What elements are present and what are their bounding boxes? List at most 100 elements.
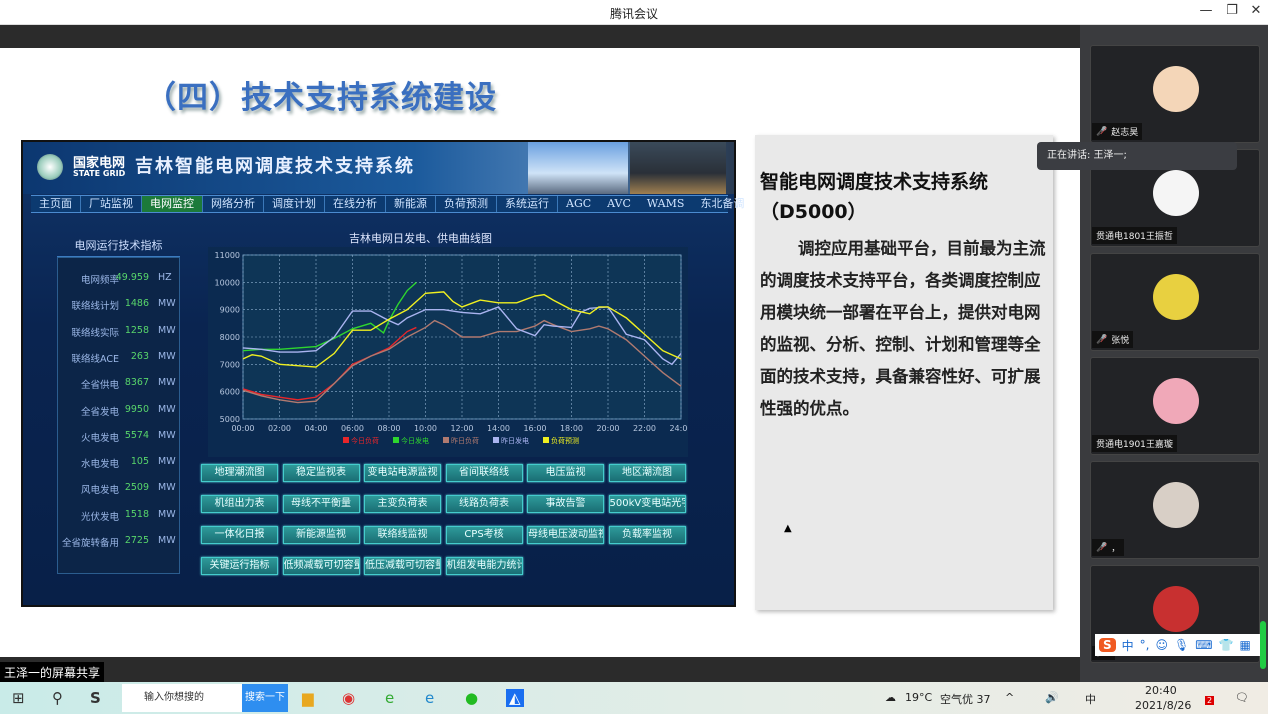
function-button[interactable]: 机组出力表 — [201, 495, 278, 513]
function-button[interactable]: 电压监视 — [527, 464, 604, 482]
file-explorer-icon[interactable]: ▆ — [302, 689, 314, 707]
indicator-row: 全省旋转备用 2725 MW — [58, 535, 181, 555]
action-center-icon[interactable]: 🗨 — [1235, 691, 1249, 704]
avatar — [1153, 482, 1199, 528]
function-button[interactable]: 关键运行指标 — [201, 557, 278, 575]
participant-tile[interactable]: 贯通电1901王嘉璇 — [1090, 357, 1260, 455]
function-button[interactable]: 省间联络线 — [445, 464, 523, 482]
function-button[interactable]: 变电站电源监视 — [364, 464, 441, 482]
notification-badge[interactable]: 2 — [1205, 696, 1215, 705]
function-button[interactable]: 主变负荷表 — [364, 495, 441, 513]
indicator-value: 9950 — [124, 403, 149, 415]
nav-item[interactable]: 主页面 — [31, 196, 81, 212]
indicator-label: 全省发电 — [80, 406, 119, 418]
function-button[interactable]: CPS考核 — [445, 526, 523, 544]
function-button[interactable]: 低频减载可切容量 — [282, 557, 360, 575]
participant-name-tag: 贯通电1801王振哲 — [1092, 227, 1177, 244]
nav-item[interactable]: 调度计划 — [264, 196, 325, 212]
function-button[interactable]: 稳定监视表 — [282, 464, 360, 482]
indicator-unit: MW — [158, 324, 176, 336]
nav-item[interactable]: AVC — [607, 197, 631, 210]
indicator-row: 联络线ACE 263 MW — [58, 351, 181, 371]
mic-muted-icon: 🎤̸ — [1096, 542, 1108, 553]
search-icon[interactable]: ⚲ — [52, 689, 63, 707]
indicator-value: 1486 — [124, 298, 149, 310]
clock-date[interactable]: 2021/8/26 — [1135, 699, 1192, 712]
legend-swatch — [393, 437, 399, 443]
logo-cn: 国家电网 — [73, 156, 126, 171]
x-tick-label: 24:00 — [669, 424, 688, 433]
nav-item[interactable]: 网络分析 — [203, 196, 264, 212]
volume-icon[interactable]: 🔊 — [1045, 691, 1059, 704]
indicator-unit: MW — [158, 482, 176, 494]
function-button[interactable]: 母线不平衡量 — [282, 495, 360, 513]
nav-item[interactable]: 东北备调 — [700, 197, 745, 210]
restore-button[interactable]: ❐ — [1226, 3, 1238, 18]
nav-item[interactable]: AGC — [566, 197, 592, 210]
x-tick-label: 02:00 — [268, 424, 291, 433]
legend-swatch — [343, 437, 349, 443]
function-button[interactable]: 机组发电能力统计 — [445, 557, 523, 575]
series-line — [242, 319, 682, 404]
skin-icon[interactable]: 👕 — [1218, 638, 1234, 652]
wechat-icon[interactable]: ● — [465, 689, 479, 707]
indicator-value: 263 — [130, 350, 149, 362]
indicator-row: 联络线计划 1486 MW — [58, 298, 181, 318]
indicator-label: 全省旋转备用 — [61, 538, 119, 549]
emoji-icon[interactable]: ☺ — [1155, 638, 1169, 652]
function-button[interactable]: 新能源监视 — [282, 526, 360, 544]
function-button[interactable]: 地区潮流图 — [608, 464, 686, 482]
nav-item[interactable]: 厂站监视 — [81, 196, 142, 212]
tencent-meeting-icon[interactable]: ◭ — [506, 689, 524, 707]
function-button[interactable]: 线路负荷表 — [445, 495, 523, 513]
scrollbar[interactable] — [1260, 621, 1266, 669]
function-button[interactable]: 低压减载可切容量 — [364, 557, 441, 575]
function-button[interactable]: 负载率监视 — [608, 526, 686, 544]
chart-title: 吉林电网日发电、供电曲线图 — [349, 232, 492, 245]
function-button[interactable]: 一体化日报 — [201, 526, 278, 544]
x-tick-label: 12:00 — [450, 424, 473, 433]
mic-icon[interactable]: 🎙 — [1174, 638, 1190, 652]
legend-swatch — [493, 437, 499, 443]
weather-temp[interactable]: 19°C — [905, 691, 933, 704]
nav-item[interactable]: WAMS — [646, 197, 685, 210]
air-quality[interactable]: 空气优 37 — [940, 693, 991, 706]
keyboard-icon[interactable]: ⌨ — [1195, 638, 1213, 652]
tray-expand-icon[interactable]: ^ — [1005, 691, 1015, 704]
app-s-icon[interactable]: S — [90, 689, 101, 707]
tray-ime[interactable]: 中 — [1085, 693, 1096, 706]
series-line — [242, 281, 417, 352]
ime-punct[interactable]: °, — [1139, 638, 1150, 652]
minimize-button[interactable]: — — [1199, 3, 1213, 18]
nav-item[interactable]: 新能源 — [386, 196, 436, 212]
ime-toolbar[interactable]: S 中 °, ☺ 🎙 ⌨ 👕 ▦ — [1095, 634, 1260, 656]
participant-tile[interactable]: 🎤̸， — [1090, 461, 1260, 559]
nav-item[interactable]: 电网监控 — [142, 196, 203, 212]
participant-tile[interactable]: 🎤̸ 张悦 — [1090, 253, 1260, 351]
menu-icon[interactable]: ▦ — [1239, 638, 1251, 652]
nav-item[interactable]: 系统运行 — [497, 196, 558, 212]
y-tick-label: 8000 — [220, 333, 240, 342]
function-button[interactable]: 500kV变电站光字 — [608, 495, 686, 513]
clock-time[interactable]: 20:40 — [1145, 684, 1177, 697]
nav-item[interactable]: 在线分析 — [325, 196, 386, 212]
search-button[interactable]: 搜索一下 — [242, 684, 288, 712]
ie-icon[interactable]: e — [425, 689, 435, 707]
indicator-label: 水电发电 — [80, 459, 119, 471]
indicator-label: 联络线ACE — [71, 353, 119, 365]
function-button[interactable]: 联络线监视 — [364, 526, 441, 544]
function-button[interactable]: 地理潮流图 — [201, 464, 278, 482]
ime-mode[interactable]: 中 — [1121, 638, 1134, 653]
participant-tile[interactable]: 🎤̸ 赵志昊 — [1090, 45, 1260, 143]
chrome-icon[interactable]: ◉ — [342, 689, 356, 707]
substation-photo — [630, 142, 726, 194]
function-button[interactable]: 母线电压波动监视 — [527, 526, 604, 544]
share-label: 王泽一的屏幕共享 — [0, 662, 105, 683]
windows-start-icon[interactable]: ⊞ — [12, 689, 25, 707]
nav-item[interactable]: 负荷预测 — [436, 196, 497, 212]
function-button[interactable]: 事故告警 — [527, 495, 604, 513]
browser-e-icon[interactable]: e — [385, 689, 395, 707]
close-button[interactable]: ✕ — [1250, 3, 1262, 18]
search-input[interactable]: 输入你想搜的 — [122, 684, 242, 712]
